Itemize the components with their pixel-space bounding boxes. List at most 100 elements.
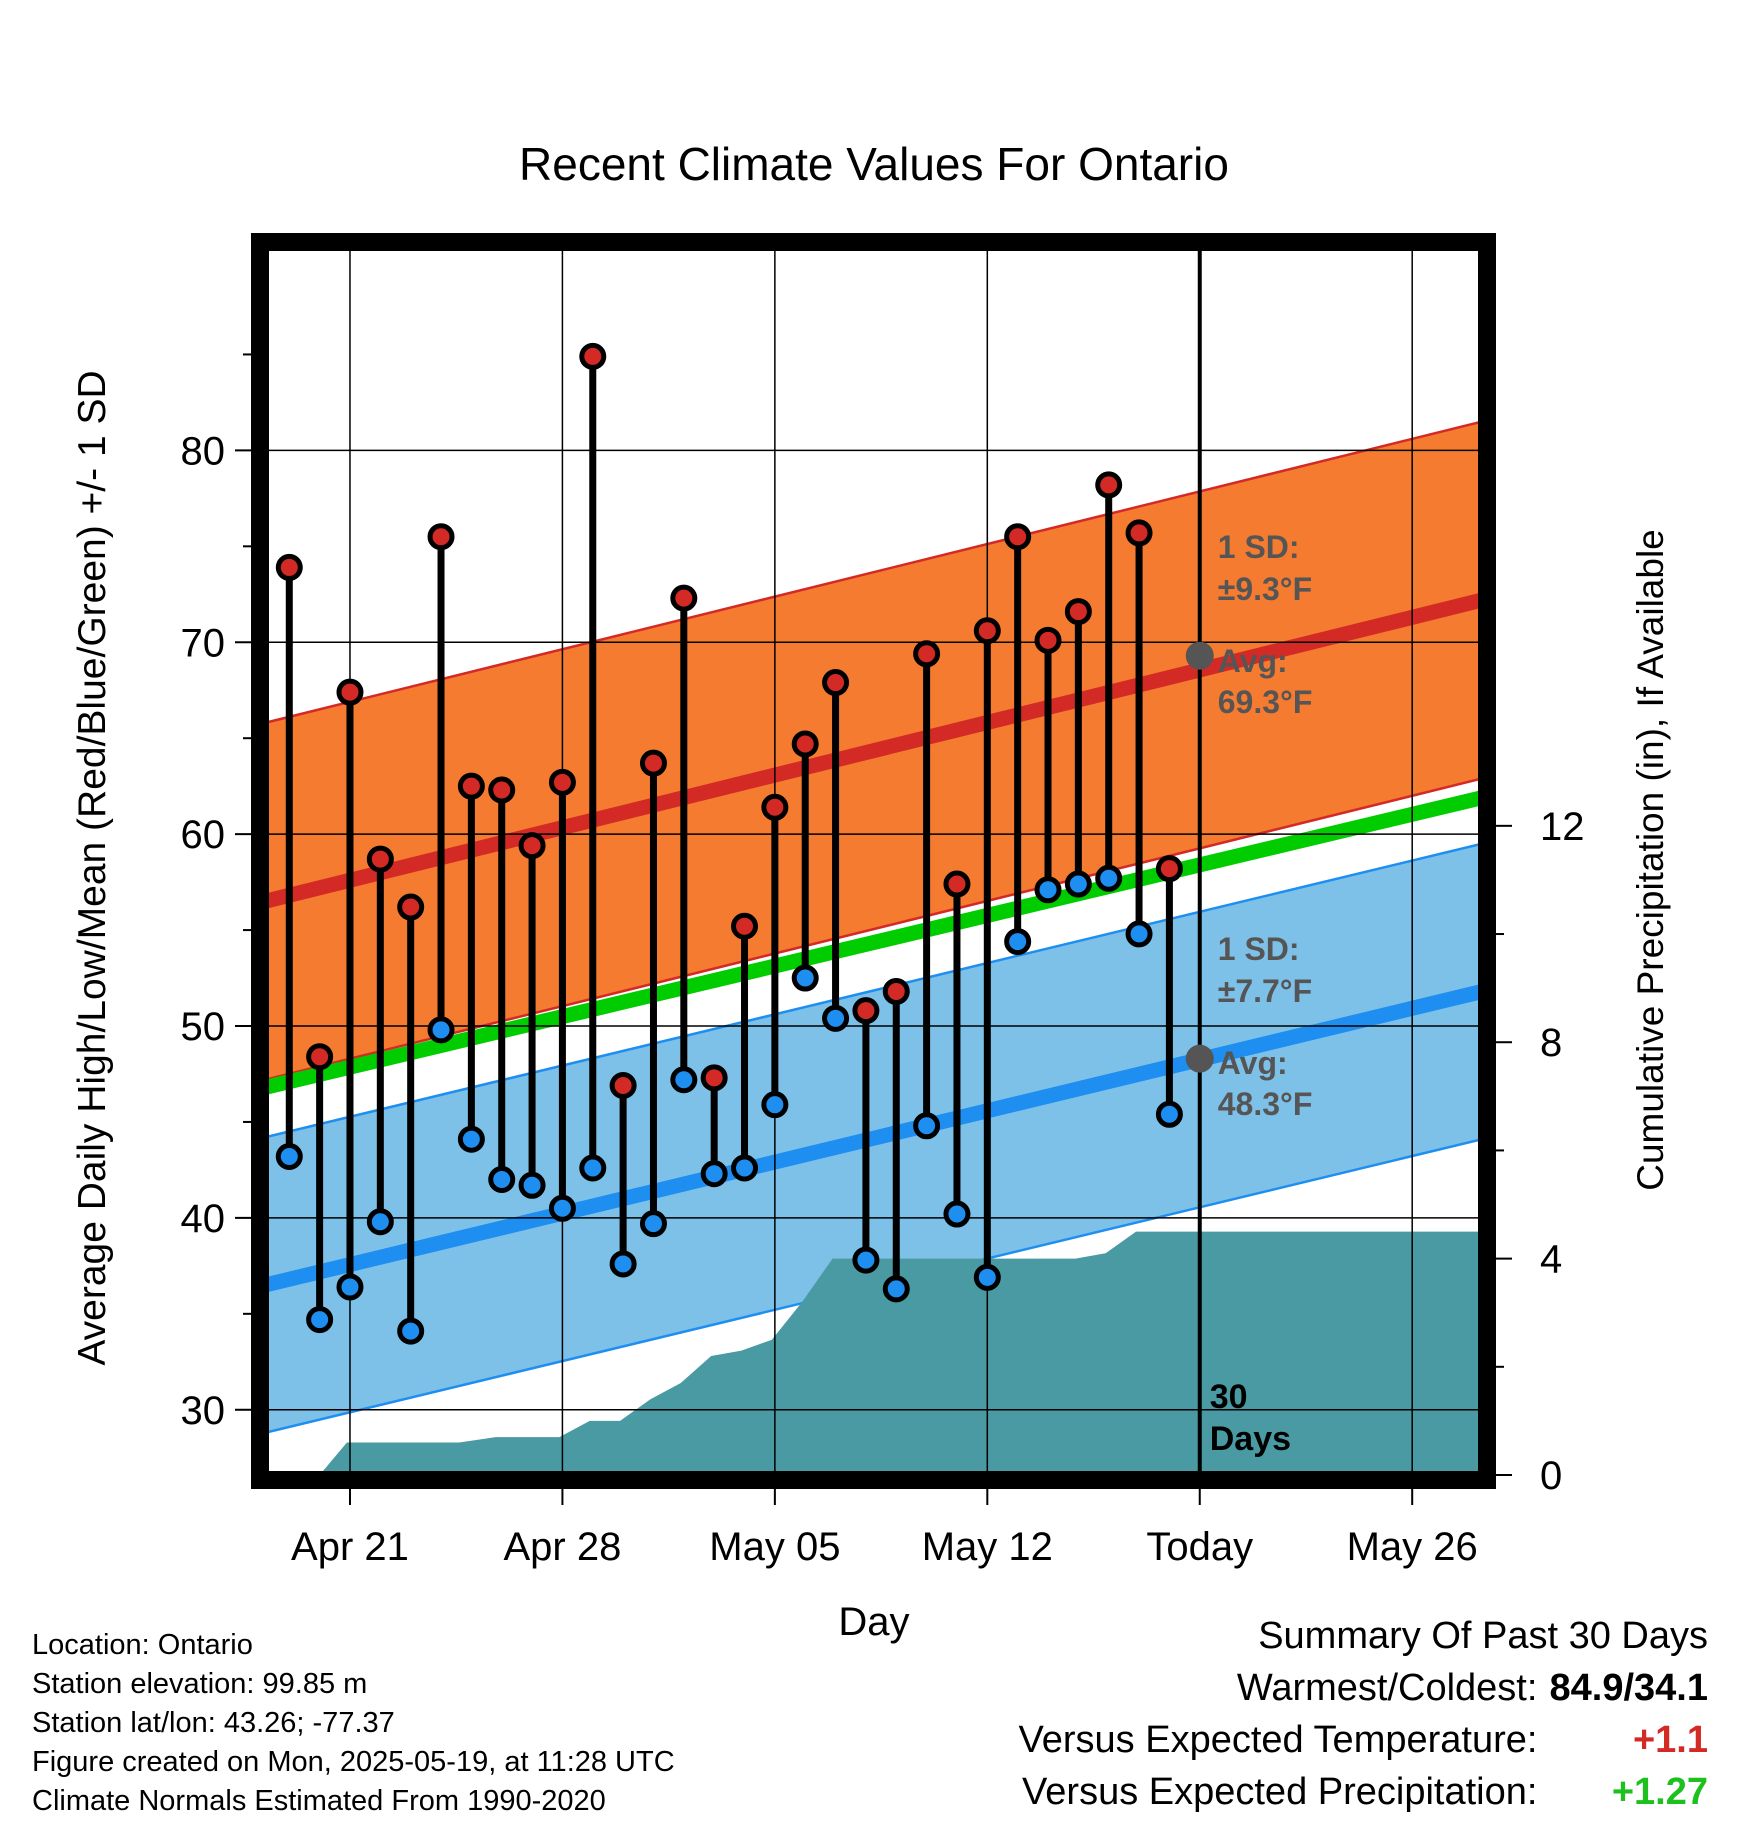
daily-high-marker bbox=[548, 768, 576, 796]
y-axis-label: Average Daily High/Low/Mean (Red/Blue/Gr… bbox=[71, 370, 114, 1365]
daily-high-marker bbox=[882, 977, 910, 1005]
y-tick-label: 40 bbox=[181, 1197, 226, 1241]
daily-high-marker bbox=[366, 845, 394, 873]
daily-high-marker bbox=[913, 640, 941, 668]
summary-precipitation: Versus Expected Precipitation: +1.27 bbox=[1019, 1766, 1708, 1818]
daily-low-marker bbox=[1095, 864, 1123, 892]
daily-low-marker bbox=[913, 1112, 941, 1140]
y-tick-label: 80 bbox=[181, 429, 226, 473]
daily-low-marker bbox=[1034, 876, 1062, 904]
summary-temperature: Versus Expected Temperature: +1.1 bbox=[1019, 1714, 1708, 1766]
daily-low-marker bbox=[336, 1273, 364, 1301]
high-sd-upper-edge bbox=[265, 420, 1482, 725]
daily-low-marker bbox=[548, 1194, 576, 1222]
low-avg-value: 48.3°F bbox=[1218, 1086, 1313, 1122]
low-sd-value: ±7.7°F bbox=[1218, 973, 1312, 1009]
y2-tick-label: 8 bbox=[1540, 1021, 1562, 1065]
window-label-unit: Days bbox=[1210, 1420, 1291, 1458]
plot-area bbox=[265, 247, 1482, 1475]
high-avg-value: 69.3°F bbox=[1218, 684, 1313, 720]
daily-low-marker bbox=[518, 1171, 546, 1199]
daily-low-marker bbox=[761, 1091, 789, 1119]
daily-low-marker bbox=[973, 1263, 1001, 1291]
daily-low-marker bbox=[1004, 928, 1032, 956]
daily-high-marker bbox=[1155, 855, 1183, 883]
low-avg-label: Avg: bbox=[1218, 1045, 1288, 1081]
normal-low-line bbox=[265, 984, 1482, 1293]
precip-anomaly-value: +1.27 bbox=[1611, 1771, 1708, 1813]
latlon-text: Station lat/lon: 43.26; -77.37 bbox=[32, 1707, 395, 1739]
normal-high-line bbox=[265, 592, 1482, 909]
daily-low-marker bbox=[1125, 920, 1153, 948]
daily-low-marker bbox=[275, 1142, 303, 1170]
daily-high-marker bbox=[791, 730, 819, 758]
daily-high-marker bbox=[488, 776, 516, 804]
high-sd-lower-edge bbox=[265, 777, 1482, 1081]
temp-anomaly-label: Versus Expected Temperature: bbox=[1018, 1719, 1538, 1761]
daily-low-marker bbox=[943, 1200, 971, 1228]
window-label-number: 30 bbox=[1210, 1378, 1248, 1416]
daily-low-marker bbox=[488, 1166, 516, 1194]
normals-text: Climate Normals Estimated From 1990-2020 bbox=[32, 1785, 606, 1817]
x-tick-label: Today bbox=[1146, 1525, 1253, 1569]
summary-panel: Summary Of Past 30 Days Warmest/Coldest:… bbox=[1019, 1610, 1708, 1818]
plot-frame bbox=[251, 233, 1496, 1489]
daily-low-marker bbox=[366, 1208, 394, 1236]
daily-low-marker bbox=[882, 1275, 910, 1303]
daily-low-marker bbox=[609, 1250, 637, 1278]
warm-cold-value: 84.9/34.1 bbox=[1549, 1667, 1708, 1709]
daily-low-marker bbox=[791, 964, 819, 992]
daily-low-marker bbox=[639, 1210, 667, 1238]
daily-low-marker bbox=[397, 1317, 425, 1345]
x-tick-label: May 05 bbox=[709, 1525, 840, 1569]
daily-high-marker bbox=[457, 772, 485, 800]
y-tick-label: 70 bbox=[181, 621, 226, 665]
y2-tick-label: 0 bbox=[1540, 1454, 1562, 1498]
daily-high-marker bbox=[1064, 598, 1092, 626]
daily-high-marker bbox=[1095, 471, 1123, 499]
warm-cold-label: Warmest/Coldest: bbox=[1236, 1667, 1538, 1709]
summary-title: Summary Of Past 30 Days bbox=[1258, 1615, 1708, 1657]
y2-axis-label: Cumulative Precipitation (in), If Availa… bbox=[1630, 529, 1671, 1191]
y2-tick-label: 4 bbox=[1540, 1238, 1562, 1282]
x-axis-label: Day bbox=[838, 1600, 909, 1644]
daily-high-marker bbox=[1125, 519, 1153, 547]
y-tick-label: 30 bbox=[181, 1389, 226, 1433]
x-tick-label: Apr 21 bbox=[291, 1525, 409, 1569]
daily-high-marker bbox=[336, 678, 364, 706]
daily-high-marker bbox=[1004, 523, 1032, 551]
daily-low-marker bbox=[852, 1246, 880, 1274]
daily-high-marker bbox=[397, 893, 425, 921]
summary-warm-cold: Warmest/Coldest: 84.9/34.1 bbox=[1019, 1662, 1708, 1714]
low-sd-upper-edge bbox=[265, 842, 1482, 1139]
daily-low-marker bbox=[1155, 1100, 1183, 1128]
low-sd-label: 1 SD: bbox=[1218, 931, 1300, 967]
normal-mean-line bbox=[265, 790, 1482, 1095]
daily-high-marker bbox=[275, 553, 303, 581]
daily-high-marker bbox=[852, 997, 880, 1025]
daily-low-marker bbox=[700, 1160, 728, 1188]
today-high-avg-marker bbox=[1185, 641, 1214, 670]
daily-high-marker bbox=[973, 617, 1001, 645]
high-sd-label: 1 SD: bbox=[1218, 529, 1300, 565]
daily-high-marker bbox=[579, 342, 607, 370]
daily-low-marker bbox=[670, 1066, 698, 1094]
x-tick-label: Apr 28 bbox=[503, 1525, 621, 1569]
high-sd-value: ±9.3°F bbox=[1218, 571, 1312, 607]
daily-high-marker bbox=[518, 832, 546, 860]
chart-title: Recent Climate Values For Ontario bbox=[519, 138, 1229, 190]
daily-low-marker bbox=[1064, 870, 1092, 898]
location-text: Location: Ontario bbox=[32, 1629, 253, 1661]
y-tick-label: 60 bbox=[181, 813, 226, 857]
daily-high-marker bbox=[761, 793, 789, 821]
x-tick-label: May 12 bbox=[922, 1525, 1053, 1569]
daily-high-marker bbox=[822, 669, 850, 697]
temp-anomaly-value: +1.1 bbox=[1632, 1719, 1708, 1761]
station-metadata: Location: Ontario Station elevation: 99.… bbox=[32, 1626, 675, 1821]
daily-high-marker bbox=[306, 1043, 334, 1071]
x-tick-label: May 26 bbox=[1347, 1525, 1478, 1569]
daily-high-marker bbox=[639, 749, 667, 777]
precip-anomaly-label: Versus Expected Precipitation: bbox=[1022, 1771, 1538, 1813]
y-tick-label: 50 bbox=[181, 1005, 226, 1049]
